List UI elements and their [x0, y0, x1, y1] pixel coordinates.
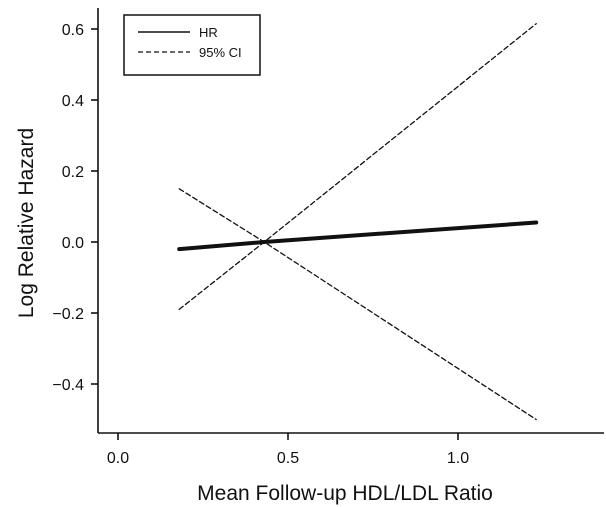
y-tick-label: −0.4: [52, 377, 84, 394]
legend-box: [123, 14, 261, 76]
legend-label-ci: 95% CI: [199, 45, 242, 60]
y-tick-label: 0.4: [62, 93, 84, 110]
series-layer: [177, 23, 539, 421]
y-axis-title: Log Relative Hazard: [15, 128, 38, 318]
y-tick-label: −0.2: [52, 306, 84, 323]
y-tick-label: 0.2: [62, 164, 84, 181]
legend-label-hr: HR: [199, 25, 218, 40]
x-tick-label: 1.0: [447, 450, 469, 467]
y-tick-label: 0.0: [62, 235, 84, 252]
x-tick-label: 0.0: [107, 450, 129, 467]
axes: −0.4 −0.2 0.0 0.2 0.4 0.6 0.0 0.5 1.0: [52, 8, 604, 467]
x-axis-title: Mean Follow-up HDL/LDL Ratio: [197, 482, 493, 505]
legend: HR 95% CI: [123, 14, 261, 76]
hr-line: [177, 220, 539, 252]
y-tick-label: 0.6: [62, 22, 84, 39]
ci-line-2: [178, 23, 537, 311]
ci-line-1: [178, 188, 537, 421]
x-tick-label: 0.5: [277, 450, 299, 467]
